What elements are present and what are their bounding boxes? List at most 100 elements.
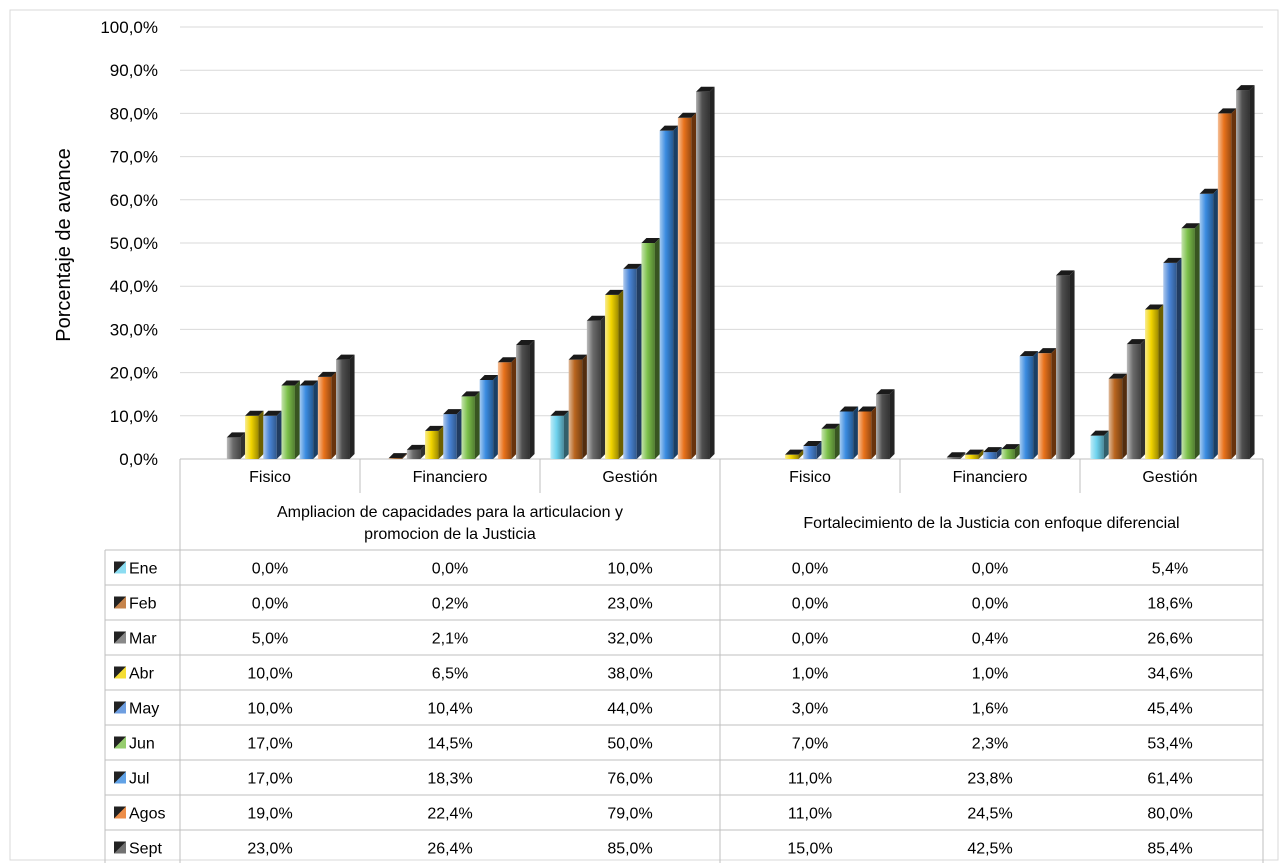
data-label: 10,0%: [607, 561, 652, 578]
data-label: 0,0%: [792, 631, 828, 648]
bar-face: [876, 394, 890, 459]
series-name: Abr: [129, 666, 155, 683]
x-group-label: Ampliacion de capacidades para la articu…: [277, 504, 623, 521]
bar: [550, 411, 569, 459]
data-label: 5,0%: [252, 631, 288, 648]
bar-face: [245, 416, 258, 459]
data-label: 22,4%: [427, 806, 472, 823]
data-label: 79,0%: [607, 806, 652, 823]
bar: [660, 126, 679, 459]
data-label: 3,0%: [792, 701, 828, 718]
data-label: 0,4%: [972, 631, 1008, 648]
data-label: 14,5%: [427, 736, 472, 753]
data-label: 19,0%: [247, 806, 292, 823]
legend-key: [114, 597, 126, 609]
bar: [443, 409, 462, 459]
data-label: 6,5%: [432, 666, 468, 683]
bar-side: [1177, 258, 1182, 459]
bar-side: [637, 264, 642, 459]
bar-side: [890, 389, 895, 459]
series-name: Feb: [129, 596, 157, 613]
bar-side: [691, 113, 696, 459]
bar-side: [1250, 85, 1255, 459]
bar: [1020, 351, 1039, 459]
legend-key: [114, 702, 126, 714]
data-label: 17,0%: [247, 736, 292, 753]
bar: [1163, 258, 1182, 459]
bar-side: [564, 411, 569, 459]
data-label: 17,0%: [247, 771, 292, 788]
bar-side: [582, 355, 587, 459]
data-label: 80,0%: [1147, 806, 1192, 823]
data-label: 38,0%: [607, 666, 652, 683]
data-label: 10,4%: [427, 701, 472, 718]
bar: [1109, 374, 1128, 459]
bar-face: [587, 321, 601, 459]
data-label: 0,0%: [972, 596, 1008, 613]
bar-face: [227, 437, 241, 459]
bar-face: [1200, 194, 1214, 459]
bar-face: [965, 455, 979, 459]
data-label: 44,0%: [607, 701, 652, 718]
bar-side: [475, 391, 480, 459]
bar-face: [1056, 275, 1070, 459]
bar-face: [281, 386, 295, 459]
data-label: 26,4%: [427, 841, 472, 858]
bar-face: [336, 360, 350, 459]
bar: [641, 238, 660, 459]
bar-face: [516, 345, 530, 459]
bar: [587, 316, 606, 459]
data-label: 7,0%: [792, 736, 828, 753]
bar-side: [331, 372, 336, 459]
data-label: 32,0%: [607, 631, 652, 648]
bar-face: [461, 396, 475, 459]
y-axis-label: Porcentaje de avance: [53, 148, 75, 341]
data-label: 23,0%: [247, 841, 292, 858]
bar-side: [600, 316, 605, 459]
data-label: 85,0%: [607, 841, 652, 858]
series-name: Ene: [129, 561, 158, 578]
y-tick-label: 50,0%: [110, 234, 158, 253]
bar-side: [655, 238, 660, 459]
bar-face: [947, 457, 961, 459]
data-label: 61,4%: [1147, 771, 1192, 788]
bar-side: [853, 406, 858, 459]
bar-side: [295, 381, 300, 459]
x-group-label: promocion de la Justicia: [364, 526, 536, 543]
series-name: Jul: [129, 771, 149, 788]
y-tick-label: 10,0%: [110, 407, 158, 426]
bar-face: [1038, 353, 1052, 459]
bar: [516, 340, 535, 459]
bar-face: [1001, 449, 1015, 459]
bar-side: [1070, 270, 1075, 459]
data-label: 53,4%: [1147, 736, 1192, 753]
bar-face: [696, 92, 710, 459]
bar: [1090, 431, 1109, 459]
data-label: 76,0%: [607, 771, 652, 788]
data-label: 0,0%: [792, 561, 828, 578]
data-label: 26,6%: [1147, 631, 1192, 648]
data-label: 2,1%: [432, 631, 468, 648]
bar-face: [660, 131, 674, 459]
bar-side: [259, 411, 264, 459]
bar: [678, 113, 697, 459]
bar-side: [871, 406, 876, 459]
bar-side: [1140, 339, 1145, 459]
bar-side: [439, 426, 444, 459]
bar-face: [803, 446, 817, 459]
data-label: 34,6%: [1147, 666, 1192, 683]
data-label: 18,3%: [427, 771, 472, 788]
bar-side: [619, 290, 624, 459]
data-label: 24,5%: [967, 806, 1012, 823]
bar: [840, 406, 859, 459]
data-label: 42,5%: [967, 841, 1012, 858]
bar-side: [493, 375, 498, 459]
bar-face: [623, 269, 637, 459]
series-name: Agos: [129, 806, 165, 823]
bar: [803, 441, 822, 459]
y-tick-label: 70,0%: [110, 148, 158, 167]
data-label: 1,0%: [792, 666, 828, 683]
bar-face: [1020, 356, 1034, 459]
bar: [1181, 223, 1200, 459]
data-label: 5,4%: [1152, 561, 1188, 578]
